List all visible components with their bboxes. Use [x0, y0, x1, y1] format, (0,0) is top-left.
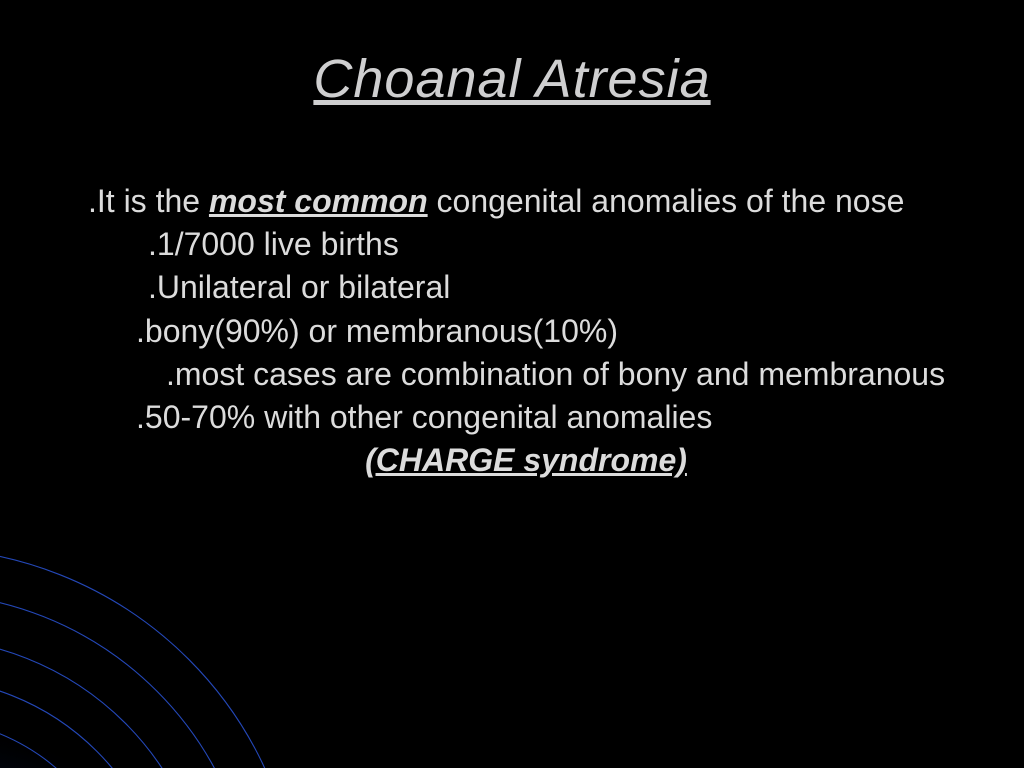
body-line-5: .50-70% with other congenital anomalies — [88, 396, 964, 439]
body-line-0-emph: most common — [209, 183, 428, 219]
body-line-2: .Unilateral or bilateral — [88, 266, 964, 309]
slide: Choanal Atresia .It is the most common c… — [0, 0, 1024, 768]
arc-lines — [0, 548, 300, 768]
arc-glow — [0, 693, 190, 768]
body-line-6: (CHARGE syndrome) — [88, 439, 964, 482]
slide-body: .It is the most common congenital anomal… — [88, 180, 964, 482]
body-line-1: .1/7000 live births — [88, 223, 964, 266]
body-line-0: .It is the most common congenital anomal… — [88, 180, 964, 223]
body-line-4: .most cases are combination of bony and … — [88, 353, 964, 396]
slide-title: Choanal Atresia — [0, 0, 1024, 110]
body-line-3: .bony(90%) or membranous(10%) — [88, 310, 964, 353]
body-line-6-emph: (CHARGE syndrome) — [365, 442, 687, 478]
body-line-0-after: congenital anomalies of the nose — [428, 183, 905, 219]
body-line-0-before: .It is the — [88, 183, 209, 219]
